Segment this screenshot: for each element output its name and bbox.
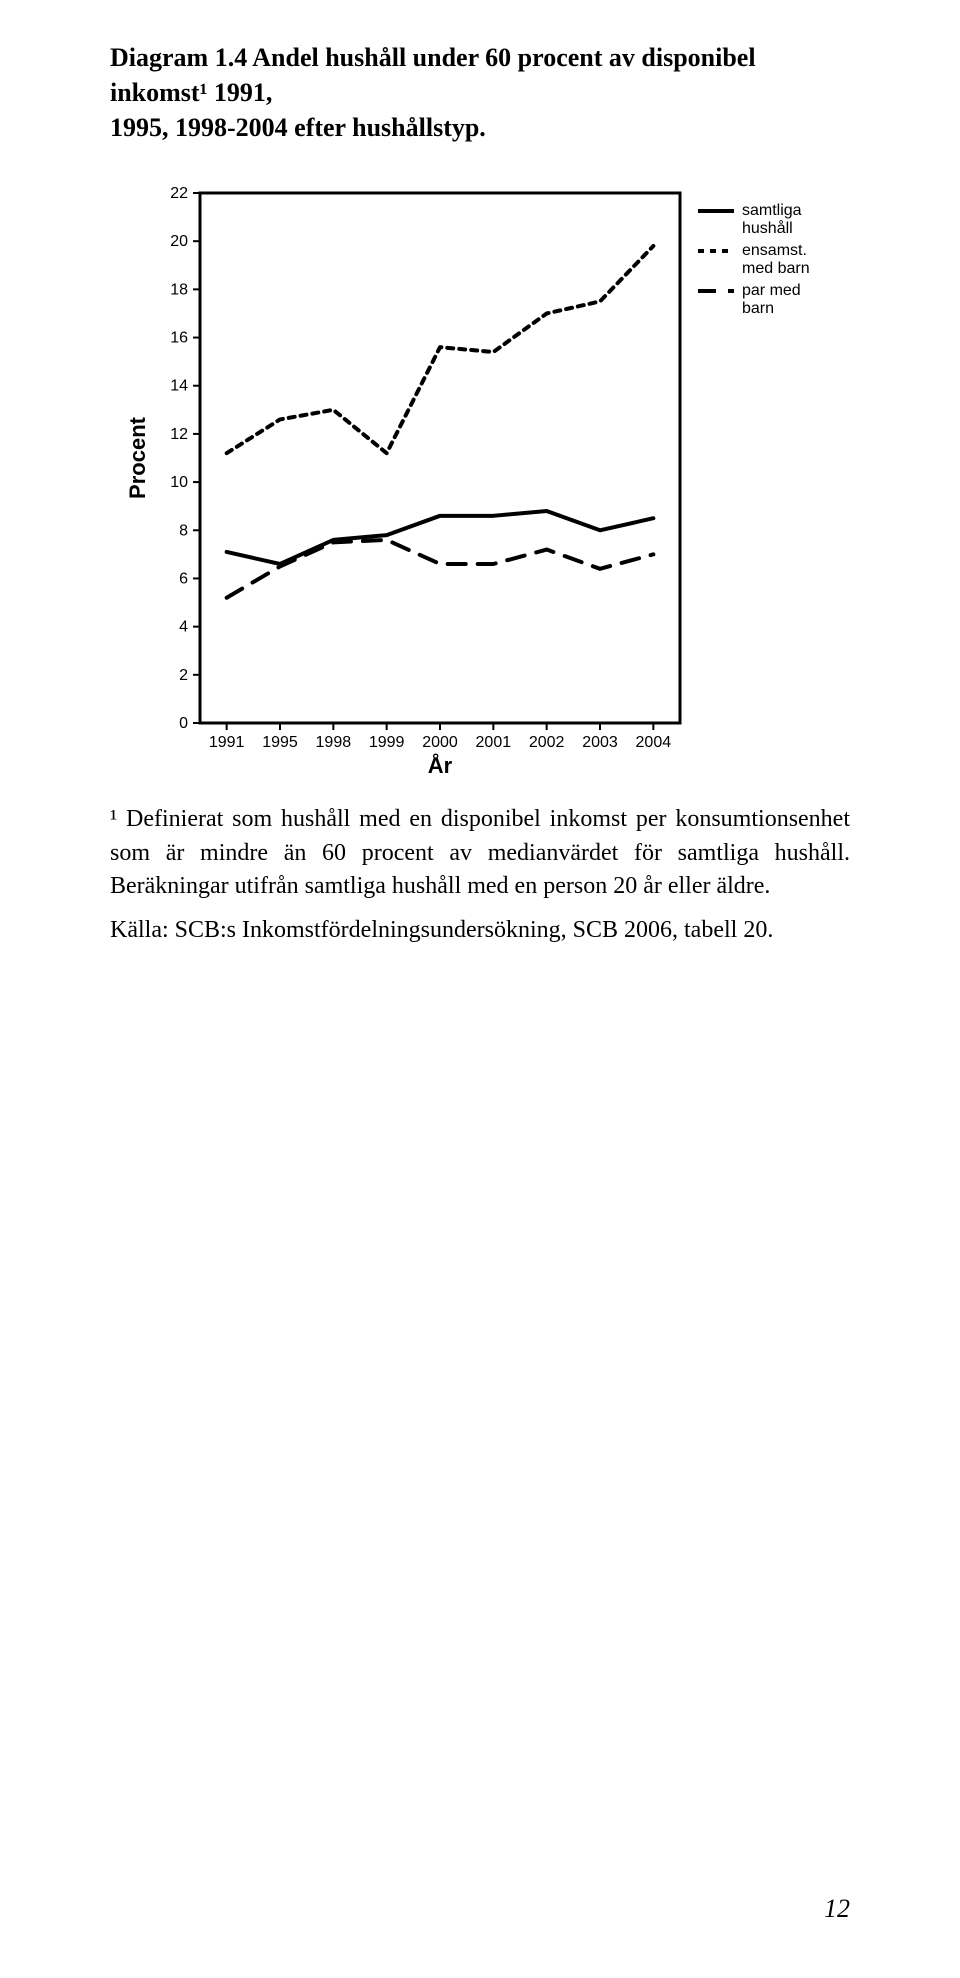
svg-text:par med: par med (742, 282, 801, 299)
page-number: 12 (824, 1894, 850, 1924)
svg-text:16: 16 (170, 330, 188, 347)
svg-text:4: 4 (179, 619, 188, 636)
svg-text:1998: 1998 (316, 734, 352, 751)
svg-text:14: 14 (170, 378, 188, 395)
title-line-1: Diagram 1.4 Andel hushåll under 60 proce… (110, 43, 756, 107)
svg-text:barn: barn (742, 300, 774, 317)
svg-text:1991: 1991 (209, 734, 245, 751)
svg-text:20: 20 (170, 233, 188, 250)
svg-text:2: 2 (179, 667, 188, 684)
svg-text:hushåll: hushåll (742, 219, 793, 237)
svg-text:Procent: Procent (125, 417, 150, 500)
title-line-2: 1995, 1998-2004 efter hushållstyp. (110, 113, 486, 142)
svg-text:ensamst.: ensamst. (742, 242, 807, 259)
svg-text:10: 10 (170, 474, 188, 491)
svg-text:samtliga: samtliga (742, 202, 802, 219)
source-text: Källa: SCB:s Inkomstfördelningsundersökn… (110, 914, 850, 948)
svg-text:0: 0 (179, 715, 188, 732)
svg-text:År: År (428, 752, 453, 778)
svg-text:12: 12 (170, 426, 188, 443)
footnote-text: ¹ Definierat som hushåll med en disponib… (110, 803, 850, 904)
svg-text:2003: 2003 (582, 734, 618, 751)
svg-text:18: 18 (170, 282, 188, 299)
line-chart: 0 2 4 6 8 10 12 14 16 18 20 22 1991 1995 1998 1999 2000 2… (110, 173, 850, 793)
svg-text:1995: 1995 (262, 734, 298, 751)
svg-text:2000: 2000 (422, 734, 458, 751)
svg-text:2001: 2001 (476, 734, 512, 751)
diagram-title: Diagram 1.4 Andel hushåll under 60 proce… (110, 40, 850, 145)
svg-text:1999: 1999 (369, 734, 405, 751)
svg-text:med barn: med barn (742, 260, 810, 277)
svg-text:8: 8 (179, 523, 188, 540)
svg-text:22: 22 (170, 185, 188, 202)
chart-container: 0 2 4 6 8 10 12 14 16 18 20 22 1991 1995 1998 1999 2000 2… (110, 173, 850, 793)
svg-text:2002: 2002 (529, 734, 565, 751)
svg-text:6: 6 (179, 571, 188, 588)
svg-text:2004: 2004 (636, 734, 672, 751)
